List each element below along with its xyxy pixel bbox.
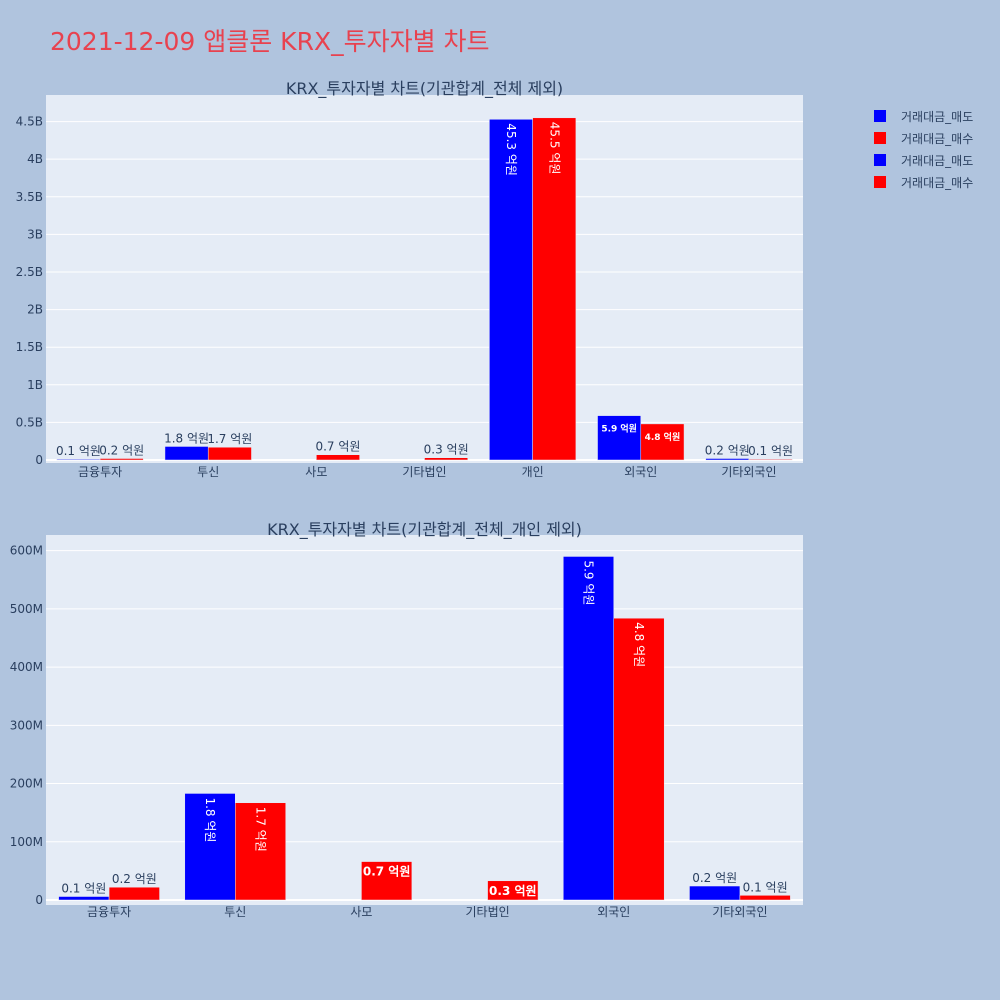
bar (748, 458, 793, 461)
bar-label: 0.7 억원 (363, 865, 411, 879)
bar (361, 861, 413, 901)
x-tick-label: 외국인 (624, 465, 657, 479)
bar-label: 0.1 억원 (61, 882, 106, 896)
plot-area (46, 535, 803, 905)
y-tick-label: 400M (10, 660, 43, 674)
bar (739, 895, 791, 901)
y-tick-label: 100M (10, 835, 43, 849)
x-tick-label: 기타법인 (465, 905, 509, 919)
bar-label: 1.8 억원 (164, 431, 209, 445)
y-tick-label: 3B (27, 227, 43, 241)
x-tick-label: 금융투자 (78, 465, 122, 479)
y-tick-label: 0 (35, 893, 43, 907)
legend-label: 거래대금_매수 (901, 175, 974, 190)
bar (207, 446, 252, 461)
legend: 거래대금_매도 거래대금_매수 거래대금_매도 거래대금_매수 (874, 105, 973, 193)
bar-label: 0.1 억원 (56, 444, 101, 458)
y-tick-label: 600M (10, 544, 43, 558)
y-tick-label: 2.5B (16, 265, 43, 279)
legend-item[interactable]: 거래대금_매수 (874, 127, 973, 149)
legend-swatch (874, 132, 886, 144)
bar-label: 4.8 억원 (632, 622, 646, 667)
bar-label: 0.3 억원 (424, 443, 469, 457)
bar-label: 0.7 억원 (315, 440, 360, 454)
y-tick-label: 0 (35, 453, 43, 467)
bar (99, 458, 144, 461)
bar (489, 119, 533, 461)
chart-title: KRX_투자자별 차트(기관합계_전체 제외) (286, 79, 563, 99)
page-title: 2021-12-09 앱클론 KRX_투자자별 차트 (50, 27, 490, 56)
bar-label: 5.9 억원 (582, 560, 596, 605)
bar-label: 0.2 억원 (112, 872, 157, 886)
bar-label: 4.8 억원 (645, 431, 681, 443)
bar (487, 880, 539, 901)
legend-label: 거래대금_매도 (901, 153, 974, 168)
legend-label: 거래대금_매수 (901, 131, 974, 146)
y-tick-label: 3.5B (16, 190, 43, 204)
bar (532, 117, 577, 461)
bar-label: 0.2 억원 (99, 443, 144, 457)
x-tick-label: 사모 (305, 465, 327, 479)
bar-label: 0.2 억원 (705, 443, 750, 457)
y-tick-label: 1B (27, 378, 43, 392)
x-tick-label: 투신 (197, 465, 219, 479)
bar (56, 458, 101, 461)
bar-label: 0.2 억원 (692, 871, 737, 885)
bar (424, 457, 469, 461)
chart-bottom: 0 100M 200M 300M 400M 500M 600M KRX_투자자별 차트(기관합… (10, 520, 803, 919)
bar (597, 415, 642, 461)
legend-item[interactable]: 거래대금_매수 (874, 171, 973, 193)
x-tick-label: 사모 (350, 905, 372, 919)
bar (164, 446, 209, 461)
legend-swatch (874, 176, 886, 188)
bar-label: 45.3 억원 (504, 123, 518, 176)
x-tick-label: 기타외국인 (712, 905, 767, 919)
legend-item[interactable]: 거래대금_매도 (874, 149, 973, 171)
bar (640, 423, 685, 461)
y-tick-label: 1.5B (16, 340, 43, 354)
y-tick-label: 0.5B (16, 415, 43, 429)
y-tick-label: 4B (27, 152, 43, 166)
x-tick-label: 투신 (224, 905, 246, 919)
bar-label: 0.3 억원 (489, 884, 537, 898)
y-tick-label: 4.5B (16, 115, 43, 129)
y-tick-label: 200M (10, 777, 43, 791)
bar-label: 1.7 억원 (253, 807, 267, 852)
y-tick-label: 500M (10, 602, 43, 616)
bar-label: 1.7 억원 (207, 432, 252, 446)
legend-swatch (874, 154, 886, 166)
chart-top: 0 0.5B 1B 1.5B 2B 2.5B 3B 3.5B 4B 4.5B KRX_투자자별 차트… (16, 79, 803, 479)
x-tick-label: 기타외국인 (721, 465, 776, 479)
bar-label: 0.1 억원 (743, 880, 788, 894)
bar (235, 802, 286, 901)
legend-item[interactable]: 거래대금_매도 (874, 105, 973, 127)
plot-area (46, 95, 803, 463)
x-tick-label: 외국인 (597, 905, 630, 919)
bar-label: 0.1 억원 (748, 444, 793, 458)
bar-label: 45.5 억원 (547, 122, 561, 175)
bar (613, 617, 665, 901)
legend-swatch (874, 110, 886, 122)
bar-label: 1.8 억원 (203, 797, 217, 842)
bar (705, 458, 750, 461)
bar (108, 886, 160, 901)
bar (689, 885, 741, 901)
x-tick-label: 금융투자 (87, 905, 131, 919)
x-tick-label: 개인 (522, 465, 544, 479)
bar (563, 556, 614, 901)
bar-label: 5.9 억원 (601, 423, 637, 435)
x-tick-label: 기타법인 (402, 465, 446, 479)
legend-label: 거래대금_매도 (901, 109, 974, 124)
bar (58, 896, 110, 901)
y-tick-label: 300M (10, 718, 43, 732)
y-tick-label: 2B (27, 303, 43, 317)
bar (184, 793, 236, 901)
bar (316, 454, 360, 461)
chart-title: KRX_투자자별 차트(기관합계_전체_개인 제외) (267, 520, 582, 540)
